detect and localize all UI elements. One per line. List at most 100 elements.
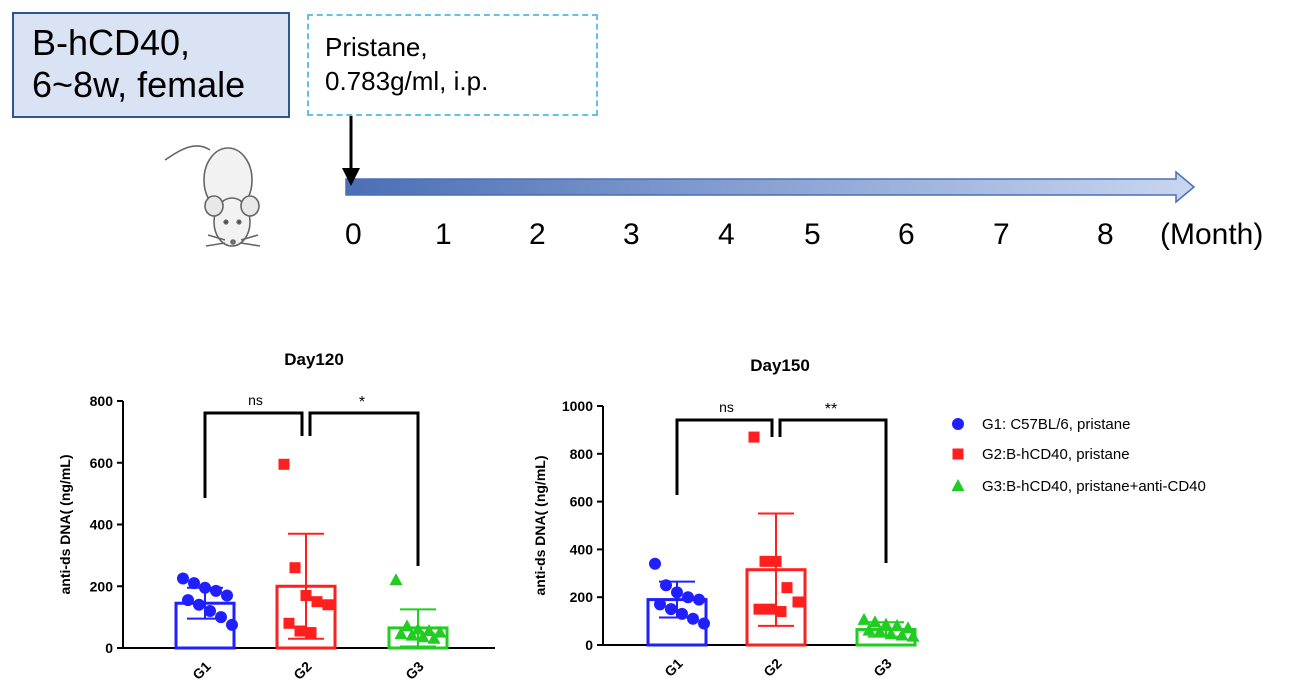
legend-label-2: G3:B-hCD40, pristane+anti-CD40 [982, 478, 1206, 495]
bracket-sig-1 [778, 418, 888, 563]
timeline-tick-6: 6 [898, 218, 915, 251]
point-0-G1-6 [193, 598, 205, 611]
point-1-G3-6 [873, 624, 887, 637]
strain-box: B-hCD40, 6~8w, female [12, 12, 290, 118]
legend-marker-1 [952, 448, 964, 460]
legend-label-1: G2:B-hCD40, pristane [982, 446, 1130, 463]
point-1-G3-8 [895, 628, 909, 641]
x-tick-label-0-G2: G2 [290, 658, 315, 683]
timeline-unit: (Month) [1160, 218, 1264, 251]
point-1-G2-4 [792, 596, 804, 608]
point-1-G2-5 [753, 603, 765, 615]
panel-title-1: Day150 [750, 356, 810, 375]
point-1-G3-1 [868, 615, 882, 628]
point-0-G3-1 [400, 619, 414, 632]
point-0-G1-1 [188, 577, 200, 590]
point-1-G3-4 [901, 621, 915, 634]
sig-label-star-1: ** [825, 401, 837, 418]
sig-label-ns-0: ns [248, 392, 263, 408]
point-1-G3-7 [884, 627, 898, 640]
y-tick-label-0-2: 400 [90, 517, 114, 533]
timeline-tick-8: 8 [1097, 218, 1114, 251]
treatment-box: Pristane, 0.783g/ml, i.p. [307, 14, 598, 116]
point-0-G1-5 [182, 594, 194, 607]
point-0-G3-7 [416, 630, 430, 643]
legend-marker-0 [952, 418, 964, 430]
point-0-G3-3 [422, 624, 436, 637]
point-1-G2-0 [748, 431, 760, 443]
point-0-G3-5 [394, 627, 408, 640]
strain-line-2: 6~8w, female [32, 64, 246, 105]
timeline-tick-0: 0 [345, 218, 362, 251]
timeline-tick-3: 3 [623, 218, 640, 251]
bracket-ns-1 [675, 418, 774, 495]
x-tick-label-0-G3: G3 [402, 658, 427, 683]
timeline-tick-5: 5 [804, 218, 821, 251]
point-0-G3-0 [389, 573, 403, 586]
y-axis-label-0: anti-ds DNA( (ng/mL) [57, 455, 73, 595]
point-0-G2-4 [322, 599, 334, 611]
y-tick-label-1-1: 200 [570, 589, 594, 605]
point-0-G2-2 [300, 590, 312, 602]
point-1-G1-1 [660, 579, 672, 592]
strain-line-1: B-hCD40, [32, 22, 191, 63]
point-0-G2-0 [278, 458, 290, 470]
y-tick-label-1-0: 0 [585, 637, 593, 653]
point-0-G2-3 [311, 596, 323, 608]
point-1-G3-0 [857, 612, 871, 625]
x-tick-label-1-G3: G3 [870, 655, 895, 680]
point-1-G1-7 [676, 607, 688, 620]
x-tick-label-0-G1: G1 [189, 658, 214, 683]
legend-label-0: G1: C57BL/6, pristane [982, 416, 1130, 433]
x-tick-label-1-G1: G1 [661, 655, 686, 680]
y-tick-label-1-3: 600 [570, 494, 594, 510]
y-tick-label-0-1: 200 [90, 578, 114, 594]
panel-title-0: Day120 [284, 350, 344, 369]
point-1-G1-6 [665, 603, 677, 616]
point-0-G1-0 [177, 572, 189, 585]
y-axis-label-1: anti-ds DNA( (ng/mL) [532, 456, 548, 596]
point-1-G1-8 [687, 612, 699, 625]
timeline-tick-4: 4 [718, 218, 735, 251]
point-1-G2-7 [775, 606, 787, 618]
point-1-G2-2 [770, 555, 782, 567]
point-0-G2-5 [283, 617, 295, 629]
point-1-G1-0 [649, 557, 661, 570]
chart-layer: Day120 0 200 400 600 800 anti-ds DNA( (ng/mL) G… [57, 350, 1206, 683]
timeline-tick-2: 2 [529, 218, 546, 251]
y-tick-label-0-0: 0 [105, 640, 113, 656]
point-1-G1-4 [693, 593, 705, 606]
point-0-G1-2 [199, 581, 211, 594]
y-tick-label-1-5: 1000 [562, 398, 593, 414]
point-1-G2-1 [759, 555, 771, 567]
point-0-G1-3 [210, 584, 222, 597]
legend-marker-2 [951, 479, 965, 491]
point-0-G3-8 [427, 631, 441, 644]
point-0-G1-4 [221, 589, 233, 602]
point-0-G1-7 [204, 604, 216, 617]
injection-arrow [342, 116, 360, 186]
x-tick-label-1-G2: G2 [760, 655, 785, 680]
treatment-line-2: 0.783g/ml, i.p. [325, 66, 489, 96]
bracket-ns-0 [203, 411, 304, 498]
point-0-G1-8 [215, 611, 227, 624]
point-0-G2-1 [289, 562, 301, 574]
timeline-arrow [345, 170, 1196, 204]
treatment-line-1: Pristane, [325, 32, 428, 62]
point-1-G1-5 [654, 598, 666, 611]
sig-label-ns-1: ns [719, 399, 734, 415]
point-1-G1-2 [671, 586, 683, 599]
point-1-G3-3 [890, 618, 904, 631]
point-0-G2-6 [294, 625, 306, 637]
point-0-G1-9 [226, 618, 238, 631]
point-1-G1-9 [698, 617, 710, 630]
point-0-G3-2 [411, 622, 425, 635]
point-1-G3-2 [879, 617, 893, 630]
point-1-G2-6 [764, 603, 776, 615]
point-0-G2-7 [305, 627, 317, 639]
timeline-tick-7: 7 [993, 218, 1010, 251]
timeline-tick-1: 1 [435, 218, 452, 251]
sig-label-star-0: * [359, 394, 365, 411]
point-1-G2-3 [781, 582, 793, 594]
